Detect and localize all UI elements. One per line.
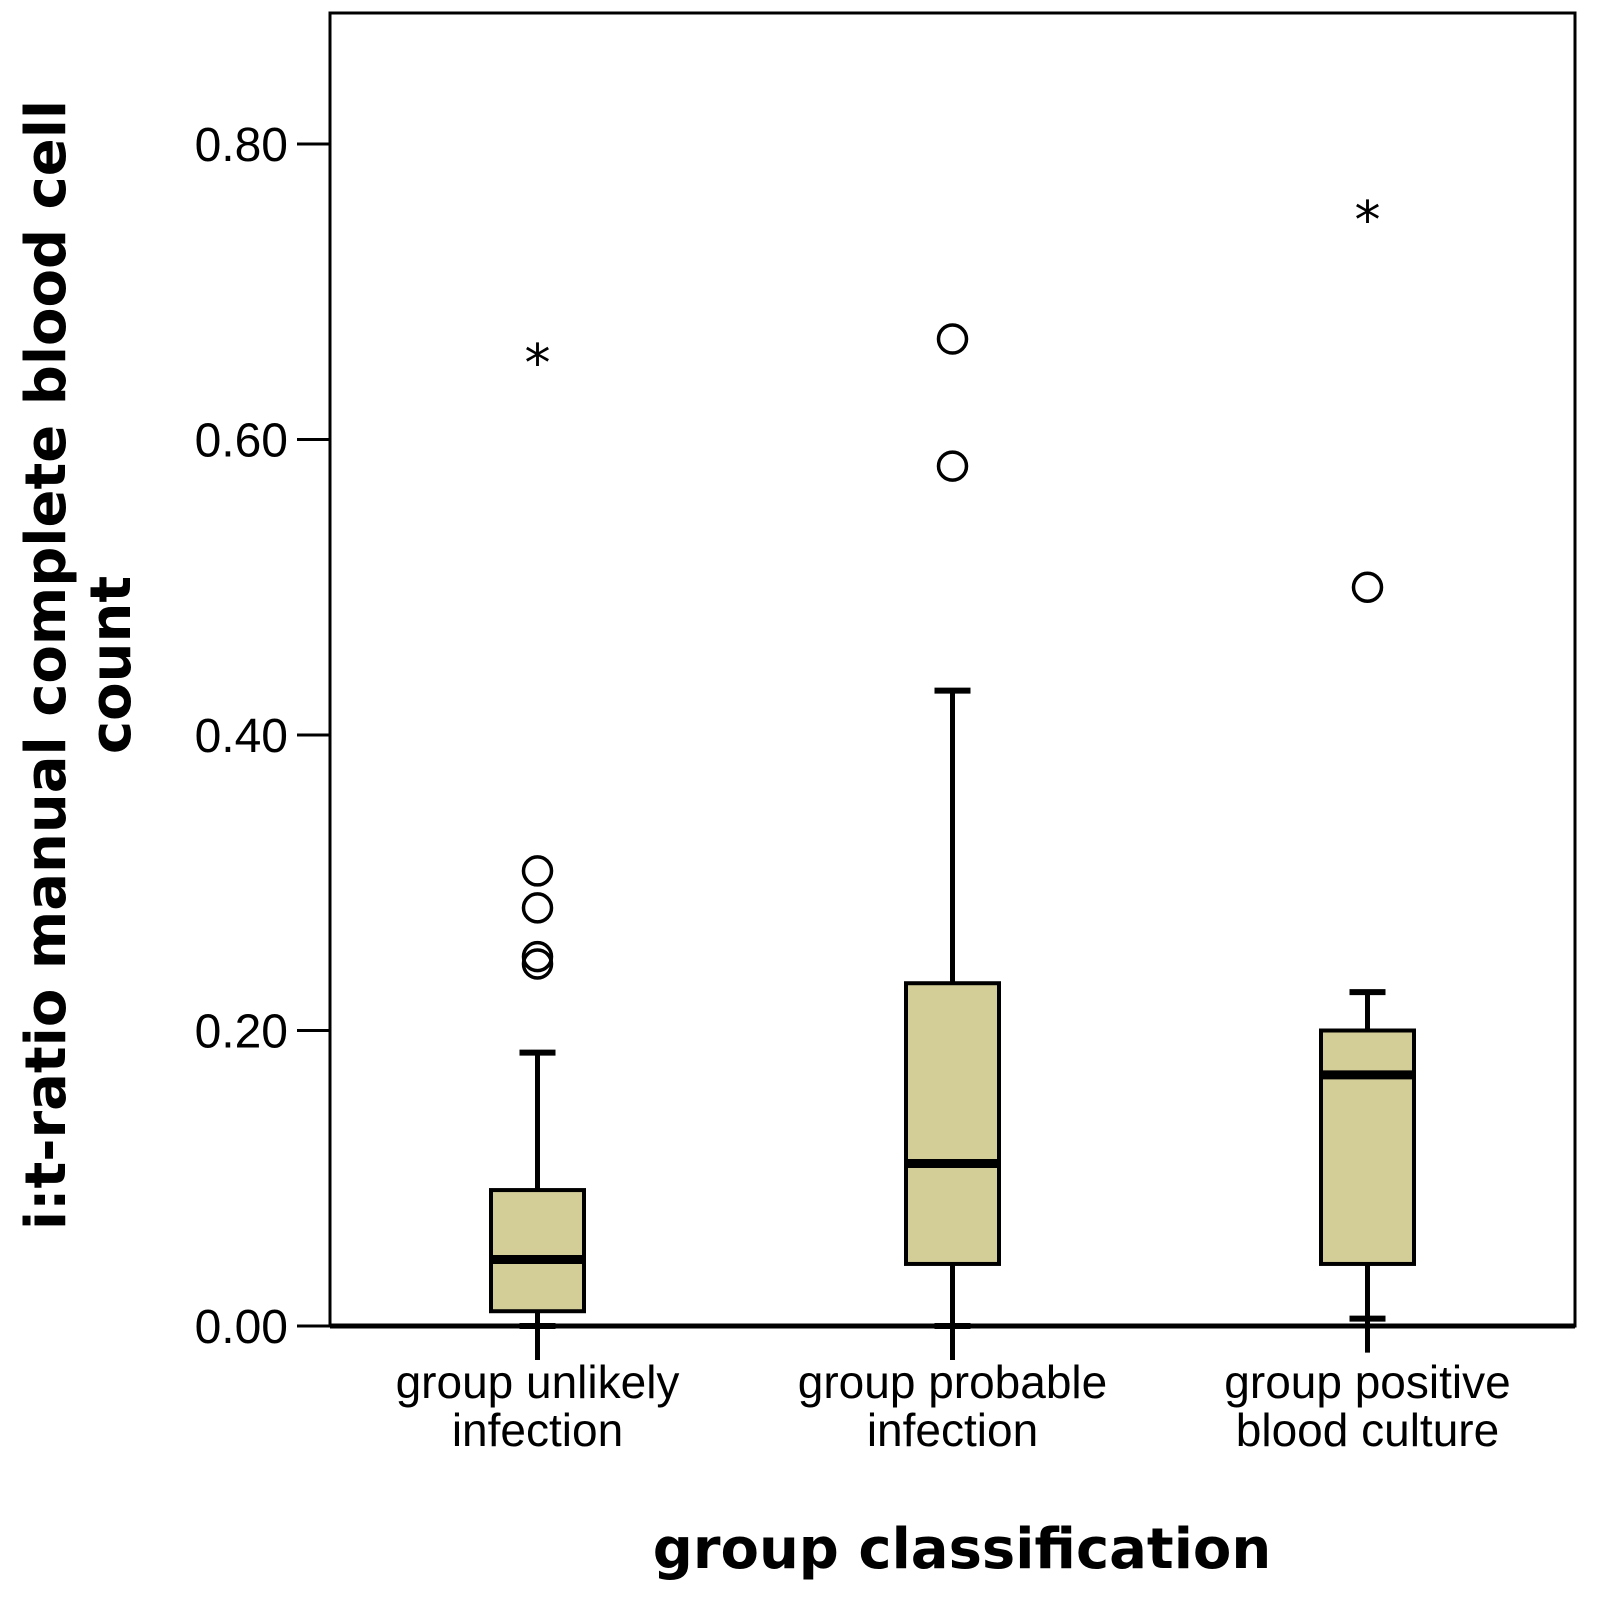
category-label: group unlikely [396,1356,680,1408]
box-group [904,323,1001,1360]
outlier-point [521,855,554,887]
extreme-point: * [525,334,551,394]
outlier-point [936,323,969,355]
y-axis: 0.00 0.20 0.40 0.60 0.80 [195,119,330,1354]
y-tick-label: 0.20 [195,1006,288,1059]
category-label: group positive [1224,1356,1510,1408]
extreme-point: * [1355,191,1381,251]
outlier-point [1351,571,1384,603]
box [904,981,1001,1266]
category-label: infection [452,1404,623,1456]
y-axis-title-line-2: count [79,576,144,754]
outlier-point [521,940,554,973]
boxes-group: ** [489,191,1416,1360]
category-label: infection [867,1404,1038,1456]
outlier-point [936,450,969,482]
y-axis-title-line-1: i:t-ratio manual complete blood cell [14,100,79,1230]
category-label: group probable [798,1356,1107,1408]
y-tick-label: 0.40 [195,710,288,763]
x-axis-title: group classification [653,1517,1271,1582]
outlier-point [521,948,554,980]
y-tick-label: 0.80 [195,119,288,172]
outlier-point [521,892,554,924]
box-group: * [1319,191,1416,1353]
y-tick-label: 0.00 [195,1301,288,1354]
box-group: * [489,334,586,1360]
y-tick-label: 0.60 [195,415,288,468]
box [489,1188,586,1314]
box [1319,1028,1416,1266]
category-label: blood culture [1236,1404,1499,1456]
